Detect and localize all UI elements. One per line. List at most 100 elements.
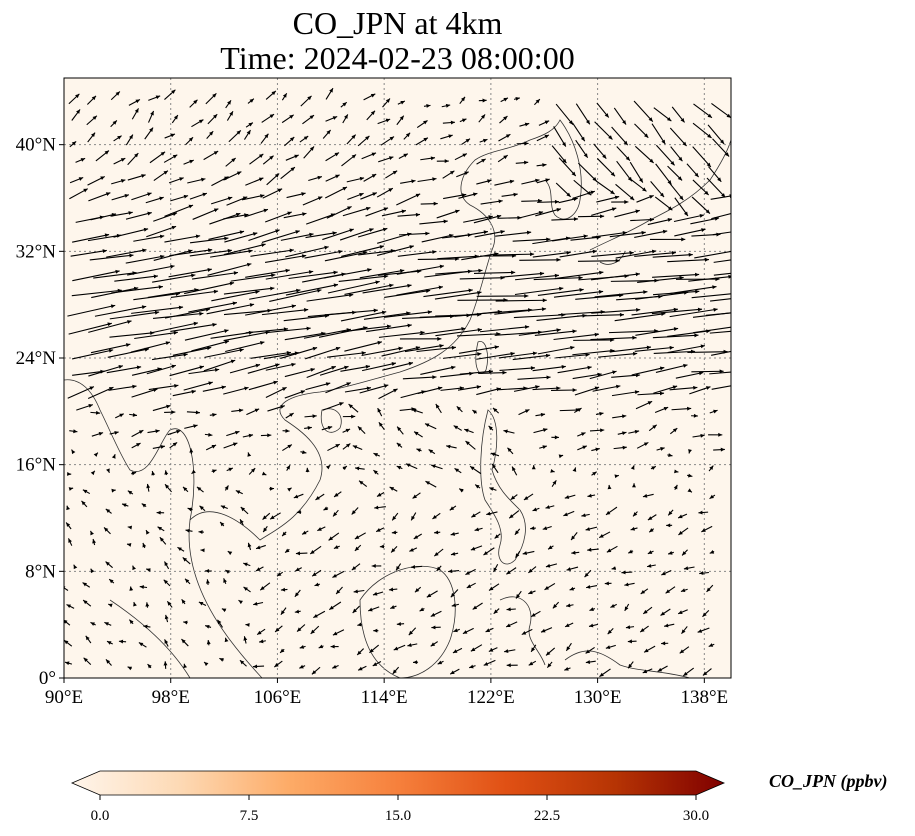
wind-arrow — [208, 230, 245, 240]
wind-arrow — [131, 108, 139, 120]
wind-arrow — [157, 526, 165, 532]
wind-arrow — [146, 364, 177, 375]
wind-arrow — [248, 229, 280, 242]
wind-arrow — [681, 626, 688, 635]
wind-arrow — [72, 269, 120, 282]
wind-arrow — [325, 464, 331, 470]
wind-arrow — [72, 348, 114, 360]
wind-arrow — [436, 159, 449, 164]
wind-arrow — [708, 465, 714, 472]
wind-arrow — [223, 171, 242, 181]
wind-arrow — [398, 153, 409, 159]
wind-arrow — [503, 649, 516, 653]
wind-arrow — [441, 103, 451, 108]
wind-arrow — [353, 589, 365, 594]
wind-arrow — [708, 432, 723, 437]
wind-arrow — [653, 107, 672, 122]
wind-arrow — [533, 428, 548, 434]
colorbar-tick-label: 15.0 — [385, 808, 411, 824]
wind-arrow — [341, 324, 392, 333]
map-frame — [63, 77, 732, 679]
wind-arrow — [407, 643, 418, 647]
wind-arrow — [282, 444, 293, 452]
wind-arrow — [396, 465, 403, 470]
wind-arrow — [366, 323, 412, 333]
wind-arrow — [709, 409, 718, 414]
wind-arrow — [67, 471, 72, 476]
wind-arrow — [305, 231, 337, 239]
wind-arrow — [311, 569, 322, 577]
wind-arrow — [344, 386, 372, 393]
wind-arrow — [499, 115, 508, 124]
wind-arrow — [284, 548, 290, 554]
wind-arrow — [191, 119, 204, 128]
wind-arrow — [709, 330, 731, 334]
wind-arrow — [106, 365, 142, 374]
wind-arrow — [571, 550, 580, 555]
wind-arrow — [285, 412, 294, 419]
lat-tick-label: 0° — [39, 668, 56, 689]
wind-arrow — [616, 146, 631, 161]
wind-arrow — [130, 341, 171, 353]
wind-arrow — [357, 425, 366, 435]
wind-arrow — [315, 493, 325, 501]
wind-arrow — [585, 584, 598, 589]
wind-arrow — [313, 610, 326, 619]
wind-arrow — [709, 549, 715, 554]
wind-arrow — [335, 586, 343, 595]
wind-arrow — [129, 586, 134, 591]
wind-arrow — [534, 98, 541, 106]
philippines-islands — [480, 409, 526, 565]
lon-tick-label: 106°E — [254, 687, 302, 708]
wind-arrow — [528, 660, 537, 666]
wind-arrow — [204, 432, 213, 437]
wind-arrow — [328, 532, 340, 541]
wind-arrow — [688, 449, 692, 454]
wind-arrow — [570, 532, 578, 541]
wind-arrow — [326, 351, 366, 358]
wind-arrow — [262, 155, 274, 165]
wind-arrow — [186, 410, 200, 415]
wind-arrow — [505, 621, 518, 628]
wind-arrow — [478, 370, 507, 375]
wind-arrow — [461, 138, 471, 145]
wind-arrow — [640, 588, 649, 595]
wind-arrow — [88, 365, 124, 377]
wind-arrow — [589, 428, 605, 433]
wind-arrow — [558, 454, 564, 459]
wind-arrow — [398, 231, 430, 236]
wind-arrow — [634, 229, 668, 238]
wind-arrow — [268, 326, 311, 334]
wind-arrow — [667, 165, 683, 181]
wind-arrow — [90, 410, 101, 415]
wind-arrow — [76, 404, 94, 411]
wind-arrow — [164, 89, 176, 100]
wind-arrow — [565, 642, 572, 652]
wind-arrow — [500, 97, 509, 103]
wind-arrow — [493, 563, 499, 573]
wind-arrow — [642, 668, 653, 674]
wind-arrow — [417, 386, 443, 395]
wind-arrow — [362, 362, 397, 372]
wind-arrow — [248, 467, 256, 475]
wind-arrow — [105, 508, 112, 514]
wind-arrow — [516, 141, 529, 146]
wind-arrow — [259, 639, 266, 644]
longitude-tick-labels: 90°E 98°E 106°E 114°E 122°E 130°E 138°E — [45, 678, 728, 708]
wind-arrow — [295, 551, 308, 556]
wind-arrow — [205, 579, 210, 586]
wind-arrow — [376, 245, 414, 256]
wind-arrow — [352, 445, 363, 451]
wind-arrow — [86, 115, 98, 126]
wind-arrow — [280, 607, 287, 616]
lat-tick-label: 40°N — [16, 135, 57, 156]
wind-arrow — [142, 542, 147, 549]
wind-arrow — [666, 523, 673, 528]
wind-arrow — [557, 365, 592, 374]
wind-arrow — [453, 628, 460, 633]
wind-arrow — [342, 443, 351, 450]
wind-arrow — [428, 449, 436, 455]
wind-arrow — [372, 591, 384, 596]
wind-arrow — [691, 413, 698, 418]
wind-arrow — [340, 364, 371, 372]
